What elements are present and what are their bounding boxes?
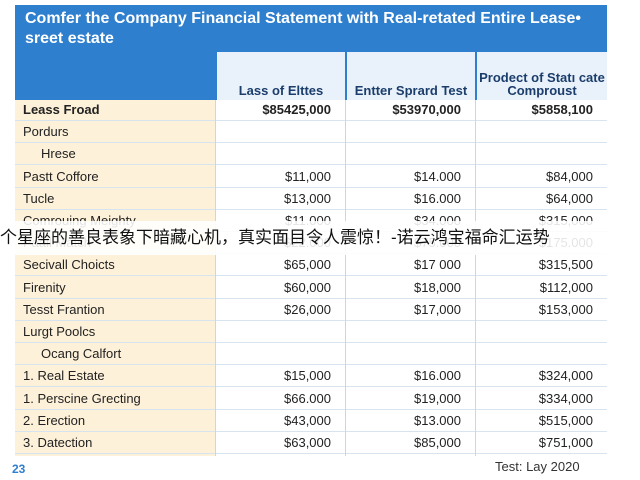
page-number: 23 — [12, 462, 26, 476]
value-cell: $53970,000 — [392, 102, 461, 117]
value-cell: $19,000 — [414, 390, 461, 406]
value-cell: $65,000 — [284, 257, 331, 273]
value-cell: $17,000 — [414, 301, 461, 317]
column-header: Prodect of Statı cate Comproust — [475, 52, 607, 100]
table-row: Firenity $60,000 $18,000 $112,000 — [15, 278, 607, 299]
table-row: 1. Perscine Grecting $66.000 $19,000 $334,0… — [15, 389, 607, 410]
value-cell: $751,000 — [538, 435, 593, 450]
row-label: Tucle — [23, 190, 55, 206]
row-label: 1. Perscine Grecting — [23, 390, 141, 406]
table-row: Pastt Coffore $11,000 $14.000 $84,000 — [15, 167, 607, 188]
row-label: 2. Erection — [23, 412, 86, 428]
value-cell: $315,500 — [538, 257, 593, 273]
table-row: 2. Erection $43,000 $13.000 $515,000 — [15, 411, 607, 432]
row-label: 1. Real Estate — [23, 368, 105, 384]
table-row: Secivall Choicts $65,000 $17 000 $315,500 — [15, 255, 607, 277]
value-cell: $17 000 — [414, 257, 461, 273]
column-divider — [345, 100, 346, 456]
table-row: 1. Real Estate $15,000 $16.000 $324,000 — [15, 366, 607, 388]
footer-note: Test: Lay 2020 — [495, 459, 580, 474]
row-label: Pordurs — [23, 124, 69, 140]
row-label: Secivall Choicts — [23, 257, 115, 273]
value-cell: $153,000 — [538, 301, 593, 317]
column-divider — [475, 100, 476, 456]
row-label: Leass Froad — [23, 102, 100, 117]
value-cell: $64,000 — [546, 190, 593, 206]
value-cell: $334,000 — [538, 390, 593, 406]
value-cell: $63,000 — [284, 435, 331, 450]
value-cell: $16.000 — [414, 368, 461, 384]
value-cell: $515,000 — [538, 412, 593, 428]
table-row: Ocang Calfort — [15, 344, 607, 366]
value-cell: $26,000 — [284, 301, 331, 317]
row-label: Pastt Coffore — [23, 168, 99, 184]
value-cell: $43,000 — [284, 412, 331, 428]
row-label: Lurgt Poolcs — [23, 324, 96, 339]
table-row: 3. Datection $63,000 $85,000 $751,000 — [15, 433, 607, 454]
table-row: Leass Froad $85425,000 $53970,000 $5858,100 — [15, 100, 607, 121]
column-divider — [215, 100, 216, 456]
table-row: Tucle $13,000 $16.000 $64,000 — [15, 189, 607, 210]
table-row: Hrese — [15, 144, 607, 166]
value-cell: $324,000 — [538, 368, 593, 384]
value-cell: $5858,100 — [531, 102, 593, 117]
column-header: Entter Sprard Test — [345, 52, 475, 100]
value-cell: $85,000 — [414, 435, 461, 450]
value-cell: $13.000 — [414, 412, 461, 428]
value-cell: $14.000 — [414, 168, 461, 184]
label-column — [15, 100, 215, 456]
value-cell: $66.000 — [284, 390, 331, 406]
value-cell: $16.000 — [414, 190, 461, 206]
column-header: Lass of Elttes — [215, 52, 345, 100]
title: Comfer the Company Financial Statement w… — [25, 10, 581, 47]
value-cell: $15,000 — [284, 368, 331, 384]
row-label: Ocang Calfort — [41, 346, 122, 362]
value-cell: $13,000 — [284, 190, 331, 206]
table-row: Pordurs — [15, 122, 607, 144]
header: Comfer the Company Financial Statement w… — [15, 5, 607, 100]
row-label: 3. Datection — [23, 435, 93, 450]
value-cell: $18,000 — [414, 279, 461, 295]
row-label: Hrese — [41, 146, 76, 162]
value-cell: $112,000 — [539, 279, 593, 295]
row-label: Tesst Frantion — [23, 301, 105, 317]
row-label: Firenity — [23, 279, 66, 295]
table-row: Tesst Frantion $26,000 $17,000 $153,000 — [15, 300, 607, 321]
value-cell: $11,000 — [284, 168, 331, 184]
value-cell: $60,000 — [284, 279, 331, 295]
overlay-banner: 个星座的善良表象下暗藏心机，真实面目令人震惊！-诺云鸿宝福命汇运势 — [0, 221, 640, 255]
value-cell: $85425,000 — [262, 102, 331, 117]
table-row: Lurgt Poolcs — [15, 322, 607, 343]
value-cell: $84,000 — [546, 168, 593, 184]
